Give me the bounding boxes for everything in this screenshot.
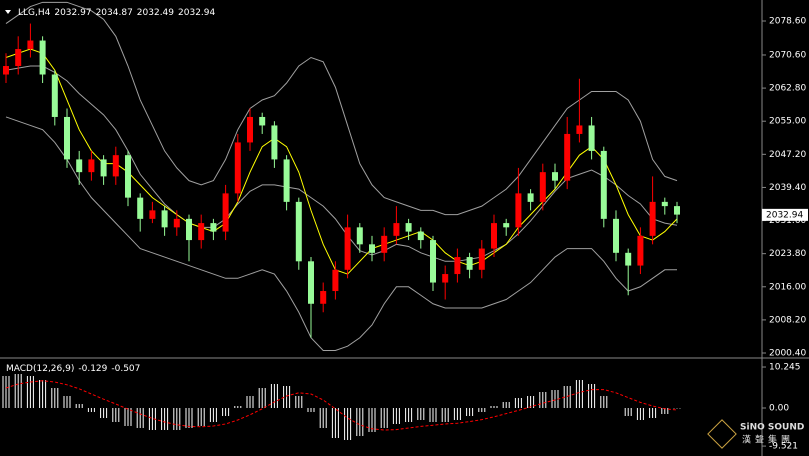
candle-body [430, 240, 436, 283]
candle-body [613, 218, 619, 253]
candle-body [112, 155, 119, 177]
y-tick-label: 2070.60 [769, 50, 806, 60]
candle-body [259, 116, 266, 126]
candle-body [247, 116, 253, 143]
header: LLG,H4 2032.97 2034.87 2032.49 2032.94 [18, 8, 216, 18]
candle-body [344, 227, 351, 270]
candle-body [125, 155, 131, 198]
y-tick-label: -9.521 [769, 442, 798, 452]
candle-body [527, 193, 534, 202]
y-tick-label: 0.00 [769, 404, 789, 414]
candle-body [600, 150, 607, 219]
signal-line [5, 380, 678, 431]
candle-body [503, 223, 510, 228]
candle-body [491, 223, 497, 249]
candle-body [76, 159, 83, 173]
candle-body [161, 210, 168, 228]
macd-header: MACD(12,26,9) -0.129 -0.507 [6, 364, 140, 374]
candle-body [637, 235, 644, 266]
candle-body [39, 40, 46, 75]
menu-arrow [5, 10, 11, 14]
ohlc-value: 2034.87 [96, 8, 133, 18]
y-tick-label: 2031.60 [769, 216, 806, 226]
y-tick-label: 2062.80 [769, 84, 806, 94]
candle-body [173, 218, 180, 228]
candle-body [466, 257, 473, 270]
watermark-logo [707, 419, 737, 449]
candle-body [417, 231, 424, 241]
candle-body [64, 116, 70, 160]
candle-body [478, 248, 485, 270]
macd-title: MACD(12,26,9) [6, 364, 74, 374]
ohlc-value: 2032.94 [178, 8, 215, 18]
y-tick-label: 2055.00 [769, 117, 806, 127]
candle-body [283, 159, 290, 202]
candle-body [137, 197, 144, 219]
candle-body [3, 66, 9, 75]
candle-body [198, 223, 205, 241]
candle-body [674, 206, 680, 215]
candle-body [442, 274, 449, 283]
watermark-chinese: 漢聲集團 [742, 434, 794, 446]
candle-body [515, 193, 522, 228]
indicator-line [5, 116, 677, 351]
candle-body [320, 291, 327, 304]
ohlc-value: 2032.49 [137, 8, 174, 18]
candle-body [100, 159, 107, 177]
candle-body [149, 210, 156, 219]
candle-body [405, 223, 412, 232]
candle-body [332, 269, 339, 292]
y-tick-label: 2008.20 [769, 315, 806, 325]
candle-body [210, 223, 217, 232]
candle-body [564, 133, 571, 181]
candle-body [393, 223, 400, 236]
candle-body [661, 201, 668, 207]
candle-body [186, 218, 192, 241]
price-label-box [762, 208, 808, 221]
watermark-brand: SiNO SOUND [740, 423, 804, 433]
candle-body [88, 159, 95, 173]
candle-body [15, 49, 22, 67]
candle-body [576, 125, 583, 134]
y-tick-label: 2000.40 [769, 349, 806, 359]
macd-value: -0.129 [78, 364, 107, 374]
candle-body [356, 227, 363, 245]
candle-body [552, 172, 558, 181]
price-label: 2032.94 [766, 210, 803, 220]
candle-body [625, 252, 632, 266]
candle-body [588, 125, 595, 151]
macd-value: -0.507 [111, 364, 140, 374]
y-tick-label: 2016.00 [769, 282, 806, 292]
y-tick-label: 2039.40 [769, 183, 806, 193]
candle-body [271, 125, 278, 160]
candle-body [27, 40, 34, 50]
candle-body [381, 235, 388, 253]
ohlc-value: 2032.97 [54, 8, 91, 18]
y-tick-label: 2023.80 [769, 249, 806, 259]
y-tick-label: 2047.20 [769, 150, 806, 160]
candle-body [539, 172, 546, 202]
symbol: LLG,H4 [18, 8, 51, 18]
candle-body [295, 201, 302, 262]
indicator-line [5, 1, 678, 216]
candle-body [369, 244, 375, 253]
candle-body [222, 193, 229, 232]
y-tick-label: 2078.60 [769, 17, 806, 27]
candle-body [649, 201, 656, 236]
candle-body [234, 142, 241, 194]
candle-body [454, 257, 461, 275]
y-tick-label: 10.245 [769, 363, 801, 373]
candle-body [51, 74, 58, 117]
candle-body [308, 261, 314, 304]
